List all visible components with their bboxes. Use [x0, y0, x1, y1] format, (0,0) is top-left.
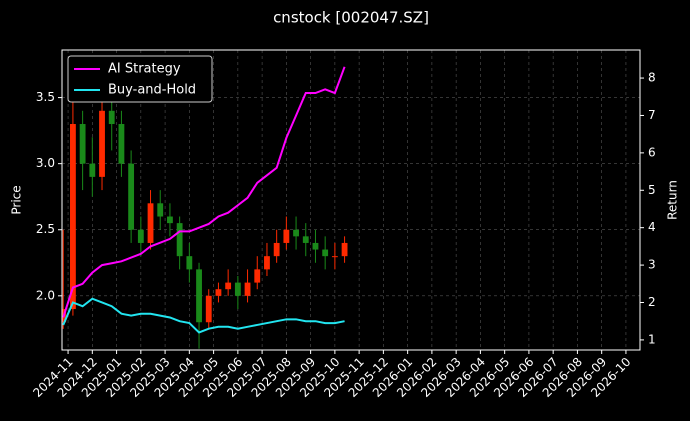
y-tick-label: 3.0 — [36, 156, 55, 170]
candle-body — [137, 229, 144, 243]
candle-body — [244, 282, 251, 296]
candle-body — [322, 249, 329, 257]
y-tick-label: 3.5 — [36, 90, 55, 104]
y2-tick-label: 4 — [648, 220, 656, 234]
candle-body — [79, 124, 86, 164]
y-tick-label: 2.0 — [36, 288, 55, 302]
plot-frame — [61, 49, 641, 351]
candle-body — [147, 203, 154, 243]
candle-body — [157, 203, 164, 217]
candle-body — [331, 256, 338, 258]
candle-body — [264, 256, 270, 270]
y2-tick-label: 5 — [648, 183, 656, 197]
candle-body — [128, 163, 135, 230]
candle-body — [293, 229, 299, 237]
candle-body — [176, 223, 183, 257]
candle-body — [273, 242, 280, 257]
y2-tick-label: 2 — [648, 295, 656, 309]
candle-body — [167, 216, 173, 224]
candle-body — [108, 110, 115, 125]
legend-label: AI Strategy — [108, 62, 181, 77]
chart-title: cnstock [002047.SZ] — [273, 9, 429, 27]
y2-axis-label: Return — [666, 180, 680, 220]
candle-body — [186, 256, 193, 270]
candle-body — [283, 229, 290, 243]
y-axis-label: Price — [10, 185, 24, 214]
y2-tick-label: 1 — [648, 332, 656, 346]
candle-body — [70, 124, 76, 310]
series-line — [62, 66, 346, 318]
candle-body — [312, 242, 319, 250]
y2-tick-label: 8 — [648, 71, 656, 85]
candle-body — [302, 236, 309, 243]
candle-body — [99, 110, 105, 177]
candle-body — [254, 269, 261, 283]
y-tick-label: 2.5 — [36, 222, 55, 236]
candle-body — [89, 163, 96, 177]
plot-area — [62, 66, 348, 349]
legend-label: Buy-and-Hold — [108, 83, 196, 98]
y2-tick-label: 3 — [648, 258, 656, 272]
candle-body — [205, 295, 212, 323]
candle-body — [225, 282, 232, 290]
series-line — [62, 297, 345, 334]
candle-body — [234, 282, 241, 296]
candle-body — [341, 242, 348, 257]
candle-body — [118, 124, 125, 164]
y2-tick-label: 6 — [648, 145, 656, 159]
legend-box — [67, 55, 213, 103]
candle-body — [196, 269, 202, 323]
candle-body — [215, 289, 222, 296]
y2-tick-label: 7 — [648, 108, 656, 122]
